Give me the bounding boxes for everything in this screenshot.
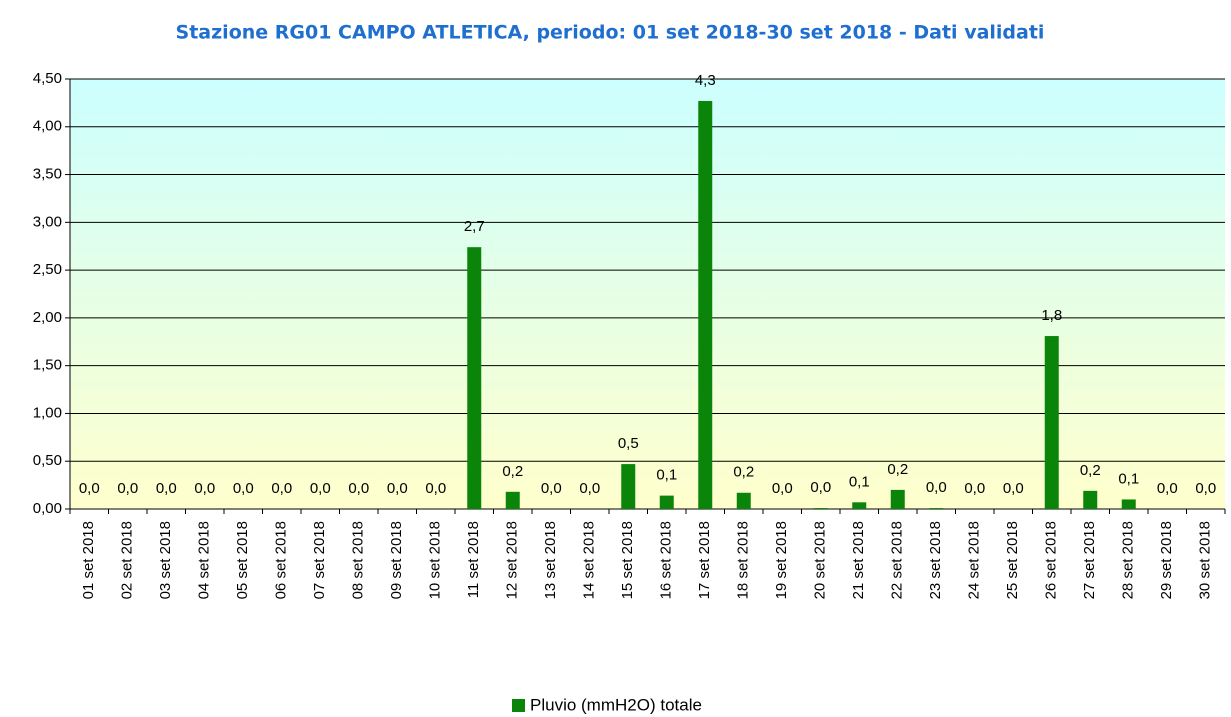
data-label: 0,0 [310,480,331,497]
x-tick-label: 04 set 2018 [196,521,213,599]
legend-swatch [512,699,525,712]
x-tick-label: 22 set 2018 [889,521,906,599]
data-label: 2,7 [464,218,485,235]
y-tick-label: 3,50 [33,166,62,183]
x-tick-label: 07 set 2018 [311,521,328,599]
bar [467,247,482,509]
data-label: 0,0 [233,480,254,497]
bar [621,464,636,509]
x-tick-label: 01 set 2018 [80,521,97,599]
y-tick-label: 2,50 [33,261,62,278]
data-label: 0,0 [117,480,138,497]
x-tick-label: 11 set 2018 [465,521,482,598]
y-tick-label: 1,50 [33,357,62,374]
x-tick-label: 21 set 2018 [850,521,867,599]
bar [1121,499,1136,509]
x-tick-label: 14 set 2018 [581,521,598,599]
y-tick-label: 3,00 [33,213,62,230]
data-label: 0,0 [964,480,985,497]
x-tick-label: 16 set 2018 [658,521,675,599]
data-label: 0,0 [387,480,408,497]
bar [890,489,905,509]
bar [929,508,944,509]
bar [813,508,828,509]
x-tick-label: 19 set 2018 [773,521,790,599]
data-label: 0,0 [810,479,831,496]
bar [1083,490,1098,509]
data-label: 0,0 [1195,480,1216,497]
data-label: 0,0 [1003,480,1024,497]
x-tick-label: 26 set 2018 [1043,521,1060,599]
y-tick-label: 4,00 [33,118,62,135]
x-tick-label: 23 set 2018 [927,521,944,599]
x-tick-label: 24 set 2018 [966,521,983,599]
data-label: 0,0 [194,480,215,497]
data-label: 1,8 [1041,307,1062,324]
data-label: 0,1 [849,473,870,490]
x-tick-label: 10 set 2018 [427,521,444,599]
x-tick-label: 29 set 2018 [1158,521,1175,599]
data-label: 0,2 [502,463,523,480]
x-tick-label: 30 set 2018 [1197,521,1214,599]
bar [852,502,867,509]
data-label: 0,0 [1157,480,1178,497]
x-tick-label: 06 set 2018 [273,521,290,599]
x-tick-label: 02 set 2018 [119,521,136,599]
x-tick-label: 25 set 2018 [1004,521,1021,599]
data-label: 4,3 [695,72,716,89]
data-label: 0,0 [541,480,562,497]
data-label: 0,0 [926,479,947,496]
data-label: 0,0 [348,480,369,497]
data-label: 0,0 [425,480,446,497]
y-tick-label: 2,00 [33,309,62,326]
x-tick-label: 20 set 2018 [812,521,829,599]
x-tick-label: 13 set 2018 [542,521,559,599]
x-tick-label: 27 set 2018 [1081,521,1098,599]
data-label: 0,0 [772,480,793,497]
data-label: 0,1 [1118,470,1139,487]
y-tick-label: 1,00 [33,404,62,421]
x-tick-label: 05 set 2018 [234,521,251,599]
plot-background [70,79,1225,509]
x-tick-label: 09 set 2018 [388,521,405,599]
bar [698,100,713,509]
bar [1044,336,1059,509]
x-tick-label: 18 set 2018 [735,521,752,599]
legend-label: Pluvio (mmH2O) totale [530,695,702,714]
bar [659,495,674,509]
x-tick-label: 28 set 2018 [1120,521,1137,599]
data-label: 0,0 [579,480,600,497]
data-label: 0,1 [656,467,677,484]
x-tick-label: 08 set 2018 [350,521,367,599]
data-label: 0,0 [271,480,292,497]
data-label: 0,2 [1080,462,1101,479]
bar [505,491,520,509]
y-tick-label: 0,50 [33,452,62,469]
x-tick-label: 12 set 2018 [504,521,521,599]
x-tick-label: 03 set 2018 [157,521,174,599]
x-tick-label: 15 set 2018 [619,521,636,599]
data-label: 0,2 [887,461,908,478]
data-label: 0,0 [156,480,177,497]
data-label: 0,0 [79,480,100,497]
bar [736,492,751,509]
y-tick-label: 4,50 [33,70,62,87]
y-tick-label: 0,00 [33,500,62,517]
x-tick-label: 17 set 2018 [696,521,713,599]
chart-title: Stazione RG01 CAMPO ATLETICA, periodo: 0… [176,22,1045,44]
data-label: 0,2 [733,464,754,481]
data-label: 0,5 [618,435,639,452]
